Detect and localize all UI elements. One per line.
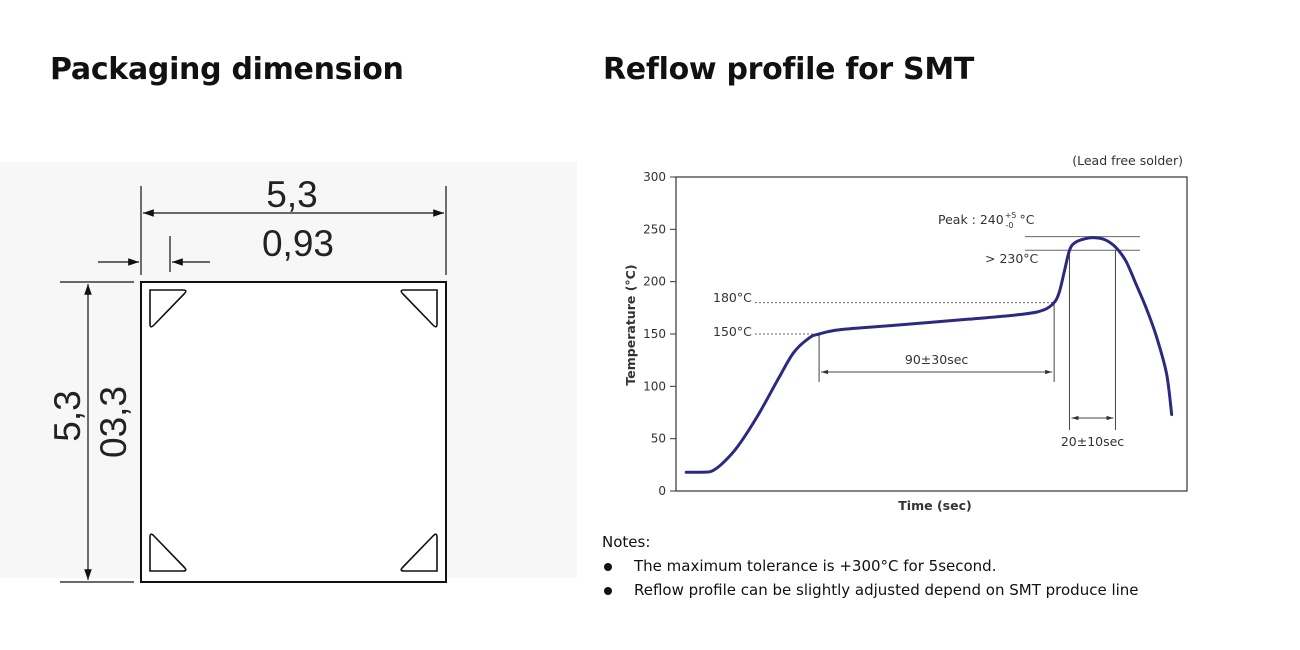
y-tick-label: 0 — [658, 484, 666, 498]
peak-label-sup: +5 — [1005, 211, 1017, 220]
note-item: Reflow profile can be slightly adjusted … — [602, 581, 1139, 599]
packaging-dimension-title: Packaging dimension — [50, 52, 404, 87]
duration-dimension-lines — [818, 250, 1116, 430]
above-230-label: > 230°C — [985, 251, 1039, 266]
y-axis-label: Temperature (°C) — [623, 264, 638, 385]
y-tick-label: 250 — [643, 222, 666, 236]
x-axis-label: Time (sec) — [898, 498, 971, 513]
y-tick-label: 100 — [643, 379, 666, 393]
y-tick-label: 50 — [651, 432, 666, 446]
y-axis-ticks: 0 50 100 150 200 250 300 — [643, 170, 676, 498]
corner-pad-top-left — [149, 289, 187, 328]
label-150: 150°C — [713, 324, 752, 339]
reflow-duration-label: 20±10sec — [1061, 434, 1124, 449]
reference-lines — [755, 236, 1140, 335]
pad-label: 0,93 — [262, 223, 334, 264]
peak-label-unit: °C — [1019, 212, 1034, 227]
corner-pad-top-right — [400, 289, 438, 328]
preheat-duration-label: 90±30sec — [905, 352, 968, 367]
lead-free-note: (Lead free solder) — [1072, 153, 1183, 168]
reflow-profile-title: Reflow profile for SMT — [603, 52, 975, 87]
corner-pad-bottom-right — [400, 533, 438, 572]
reflow-profile-curve — [684, 236, 1174, 474]
peak-label: Peak : 240+5 -0 °C — [938, 211, 1035, 230]
note-item: The maximum tolerance is +300°C for 5sec… — [602, 557, 1139, 575]
corner-pad-bottom-left — [149, 533, 187, 572]
y-tick-label: 300 — [643, 170, 666, 184]
label-180: 180°C — [713, 290, 752, 305]
pad-height-label: 03,3 — [93, 386, 134, 458]
width-label: 5,3 — [266, 174, 317, 215]
y-tick-label: 150 — [643, 327, 666, 341]
peak-label-main: Peak : 240 — [938, 212, 1004, 227]
peak-label-sub: -0 — [1006, 221, 1014, 230]
height-label: 5,3 — [47, 390, 88, 441]
notes-title: Notes: — [602, 533, 651, 551]
y-tick-label: 200 — [643, 275, 666, 289]
notes-section: Notes: The maximum tolerance is +300°C f… — [602, 533, 1139, 605]
package-body — [140, 281, 447, 583]
